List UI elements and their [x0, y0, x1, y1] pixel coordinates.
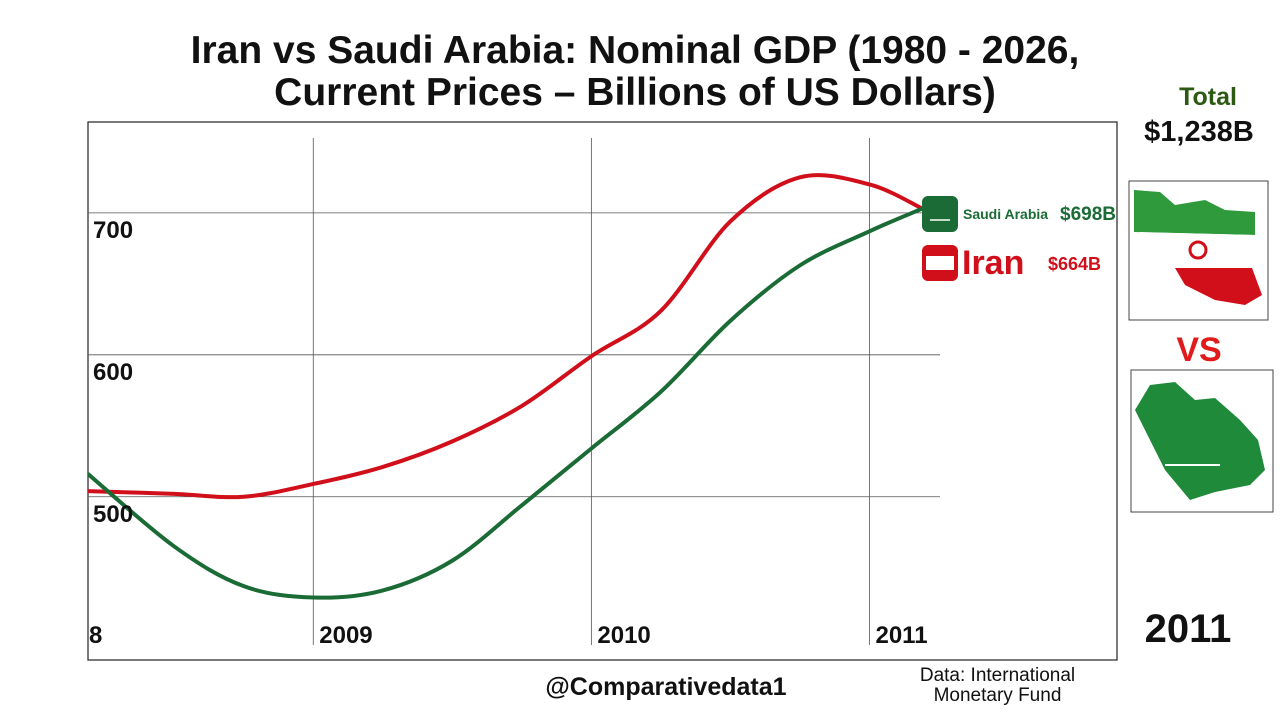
series-line	[88, 206, 925, 600]
series-end-name: Saudi Arabia	[963, 206, 1048, 222]
lines	[88, 173, 925, 600]
x-tick-label: 2011	[875, 622, 927, 649]
chart-title: Iran vs Saudi Arabia: Nominal GDP (1980 …	[190, 29, 1080, 114]
iran-emblem	[1188, 240, 1208, 260]
saudi-map	[1135, 382, 1265, 500]
watermark: @Comparativedata1	[545, 673, 786, 701]
iran-map-white	[1140, 232, 1255, 268]
series-end-value: $664B	[1048, 254, 1101, 274]
current-year: 2011	[1145, 607, 1232, 651]
saudi-icon	[922, 196, 958, 232]
y-tick-label: 500	[93, 501, 133, 528]
vs-label: VS	[1176, 331, 1221, 369]
x-tick-label: 2009	[319, 622, 372, 649]
end-labels: Saudi Arabia $698B Iran $664B	[922, 196, 1116, 282]
labels: 500 600 700 8 2009 2010 2011	[89, 217, 928, 649]
plot-frame	[87, 121, 1118, 661]
total-value: $1,238B	[1144, 116, 1254, 148]
y-tick-label: 700	[93, 217, 133, 244]
source-note: Data: International Monetary Fund	[919, 665, 1076, 706]
iran-map-green	[1134, 190, 1255, 235]
x-tick-label: 8	[89, 622, 102, 649]
x-tick-label: 2010	[597, 622, 650, 649]
icon-white	[926, 256, 954, 270]
y-tick-label: 600	[93, 359, 133, 386]
iran-map-red	[1175, 268, 1262, 305]
grid	[88, 138, 940, 645]
series-end-name: Iran	[962, 244, 1024, 282]
series-line	[88, 173, 925, 500]
series-end-value: $698B	[1060, 204, 1116, 225]
total-title: Total	[1179, 83, 1237, 111]
